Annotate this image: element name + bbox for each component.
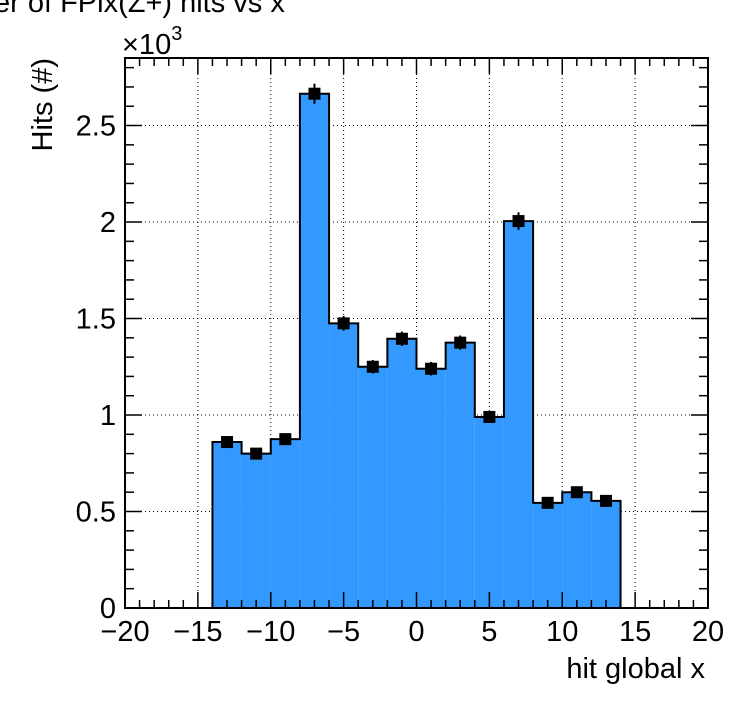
- data-point-marker: [483, 410, 496, 423]
- x-tick-label: −15: [173, 616, 222, 648]
- x-tick-label: 0: [408, 616, 424, 648]
- y-multiplier-label: ×103: [122, 23, 182, 61]
- data-point-marker: [570, 486, 583, 499]
- data-point-marker: [454, 336, 467, 349]
- data-point-marker: [308, 87, 321, 100]
- histogram-bar: [212, 442, 242, 608]
- data-point-marker: [599, 494, 612, 507]
- histogram-bar: [474, 416, 504, 608]
- histogram-bar: [329, 323, 359, 608]
- histogram-bar: [241, 453, 271, 608]
- y-tick-labels: 0 0.5 1 1.5 2 2.5: [76, 111, 116, 625]
- y-tick-label: 1: [100, 400, 116, 432]
- data-point-marker: [250, 447, 263, 460]
- x-tick-label: −5: [327, 616, 360, 648]
- y-tick-label: 0: [100, 593, 116, 625]
- histogram-outline: [211, 92, 622, 608]
- histogram-bar: [299, 93, 330, 608]
- x-tick-label: 15: [619, 616, 651, 648]
- data-point-marker: [279, 433, 292, 446]
- data-point-marker: [221, 436, 234, 449]
- data-point-marker: [425, 362, 438, 375]
- y-tick-label: 2.5: [76, 111, 116, 143]
- histogram-bars: [211, 92, 622, 608]
- data-point-marker: [366, 360, 379, 373]
- y-tick-label: 0.5: [76, 497, 116, 529]
- x-tick-labels: −20 −15 −10 −5 0 5 10 15 20: [100, 616, 724, 648]
- axis-ticks: [124, 58, 709, 609]
- histogram-bar: [358, 366, 388, 608]
- data-point-marker: [541, 496, 554, 509]
- data-points: [221, 83, 612, 509]
- x-tick-label: −10: [246, 616, 295, 648]
- histogram-bar: [270, 439, 300, 608]
- x-tick-label: −20: [100, 616, 149, 648]
- chart-title: er of FPix(Z+) hits vs x: [0, 0, 285, 19]
- x-tick-label: 10: [546, 616, 578, 648]
- data-point-marker: [337, 317, 350, 330]
- data-point-marker: [512, 215, 525, 228]
- y-tick-label: 1.5: [76, 304, 116, 336]
- histogram-bar: [387, 338, 417, 608]
- histogram-bar: [591, 500, 621, 608]
- histogram-bar: [533, 502, 563, 608]
- y-axis-label: Hits (#): [27, 58, 59, 151]
- histogram-bar: [503, 221, 534, 608]
- y-multiplier-exponent: 3: [171, 23, 182, 45]
- histogram-bar: [416, 368, 446, 608]
- y-tick-label: 2: [100, 207, 116, 239]
- histogram-bar: [445, 342, 475, 608]
- x-axis-label: hit global x: [566, 653, 705, 685]
- x-tick-label: 20: [692, 616, 724, 648]
- y-multiplier-base: ×10: [122, 29, 171, 61]
- x-tick-label: 5: [481, 616, 497, 648]
- data-point-marker: [395, 332, 408, 345]
- histogram-bar: [562, 492, 592, 608]
